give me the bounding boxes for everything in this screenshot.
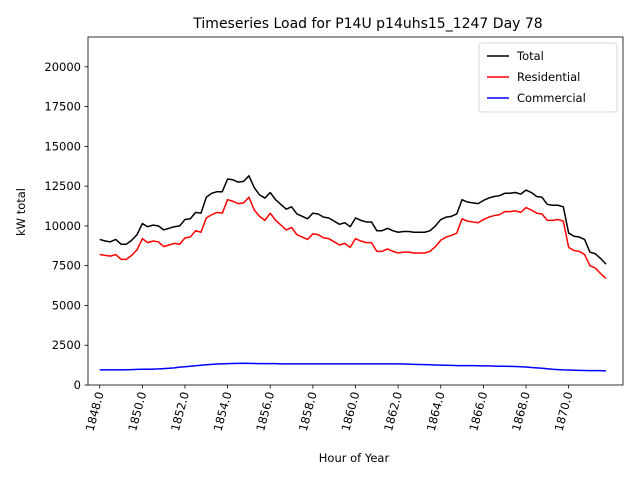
- legend-box: [478, 42, 618, 113]
- series-line-total: [99, 175, 607, 265]
- legend-label-commercial: Commercial: [517, 91, 586, 105]
- y-tick-label: 0: [74, 378, 81, 392]
- legend-label-residential: Residential: [517, 70, 580, 84]
- y-tick-label: 2500: [52, 338, 81, 352]
- series-line-commercial: [99, 362, 606, 372]
- legend-label-total: Total: [516, 49, 544, 63]
- y-tick-label: 10000: [44, 219, 81, 233]
- y-tick-label: 15000: [44, 139, 81, 153]
- y-axis-label: kW total: [14, 188, 28, 236]
- y-tick-label: 12500: [44, 179, 81, 193]
- series-line-residential: [99, 196, 607, 279]
- y-tick-label: 17500: [44, 100, 81, 114]
- legend: Total Residential Commercial: [478, 42, 618, 113]
- chart-title: Timeseries Load for P14U p14uhs15_1247 D…: [192, 16, 542, 32]
- y-tick-label: 5000: [52, 298, 81, 312]
- x-axis-label: Hour of Year: [319, 451, 390, 465]
- y-tick-label: 7500: [52, 259, 81, 273]
- y-tick-label: 20000: [44, 60, 81, 74]
